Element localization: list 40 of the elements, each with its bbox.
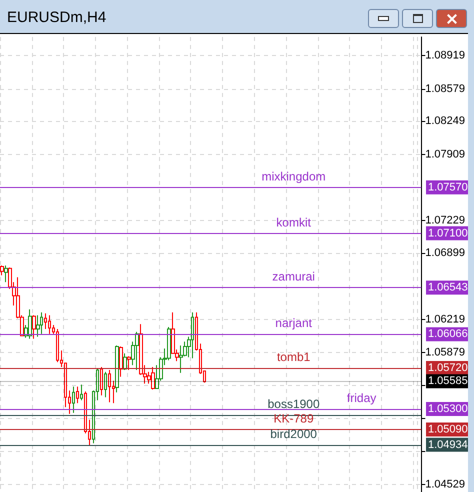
- text: 1.04934: [428, 438, 468, 451]
- y-tick-label: 1.07229: [425, 214, 466, 227]
- text: 1.07570: [428, 181, 468, 194]
- text: 1.05720: [428, 362, 468, 374]
- ref-line-label: friday: [346, 391, 376, 406]
- y-tick-label: 1.08919: [425, 50, 466, 62]
- candlestick: [179, 345, 183, 374]
- ref-line-label: zamurai: [272, 270, 315, 284]
- y-tick-label: 1.08579: [425, 82, 466, 95]
- candlestick: [48, 314, 51, 334]
- text: 1.07100: [428, 227, 468, 240]
- y-tick-label: 1.05879: [425, 346, 466, 358]
- y-tick-label: 1.06219: [425, 313, 466, 326]
- candlestick: [104, 371, 107, 398]
- y-tick-label: 1.07909: [425, 148, 466, 160]
- y-tick-label: 1.04529: [425, 478, 466, 490]
- text: 1.05585: [428, 375, 468, 388]
- candlestick: [40, 312, 43, 334]
- ref-line-label: bird2000: [270, 426, 318, 441]
- candlestick: [100, 366, 103, 396]
- text: 1.05300: [428, 403, 468, 416]
- candlestick: [108, 369, 111, 403]
- y-tick-label: 1.08249: [425, 115, 466, 128]
- text: 1.05090: [428, 424, 468, 436]
- text: 1.06066: [428, 328, 468, 340]
- candlestick: [56, 328, 59, 363]
- y-tick-label: 1.06899: [425, 246, 466, 259]
- text: 1.06543: [428, 282, 468, 294]
- candlestick: [151, 366, 155, 390]
- candlestick: [72, 386, 75, 414]
- candlestick: [28, 308, 32, 340]
- ref-line-label: komkit: [276, 215, 312, 230]
- ref-line-label: boss1900: [268, 396, 320, 411]
- candlestick: [36, 314, 40, 338]
- chart-title: EURUSDm,H4: [7, 9, 106, 26]
- candlestick: [191, 312, 194, 359]
- ref-line-label: narjant: [275, 316, 313, 330]
- ref-line-label: tomb1: [276, 350, 311, 364]
- ref-line-label: KK-789: [274, 412, 314, 426]
- ref-line-label: mixkingdom: [262, 169, 326, 184]
